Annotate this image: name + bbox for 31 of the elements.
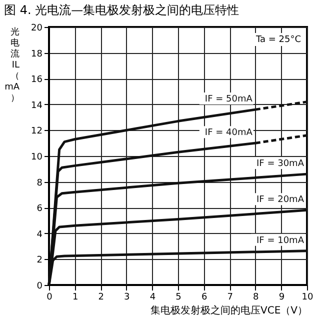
y-tick-label: 14 xyxy=(31,100,43,111)
x-tick-label: 10 xyxy=(302,292,314,302)
y-tick-label: 10 xyxy=(31,152,43,162)
y-tick-label: 6 xyxy=(36,204,43,214)
series-label: IF = 40mA xyxy=(204,128,254,138)
chart-title: 图 4. 光电流—集电极发射极之间的电压特性 xyxy=(4,3,240,17)
x-tick-label: 9 xyxy=(278,292,285,302)
x-tick-label: 8 xyxy=(253,292,260,302)
y-tick-label: 18 xyxy=(31,49,43,60)
x-tick-label: 6 xyxy=(201,292,208,302)
y-tick-label: 4 xyxy=(36,230,43,240)
y-tick-label: 2 xyxy=(36,256,42,266)
series-label: IF = 20mA xyxy=(256,195,305,206)
series-label: IF = 50mA xyxy=(204,94,254,105)
x-tick-label: 5 xyxy=(176,292,182,302)
x-axis-title: 集电极发射极之间的电压VCE（V） xyxy=(150,304,308,316)
y-axis-title: 光电流IL（mA） xyxy=(4,26,20,104)
y-tick-label: 16 xyxy=(31,75,43,86)
x-tick-label: 0 xyxy=(46,292,53,302)
series-label: IF = 30mA xyxy=(256,159,305,170)
x-tick-label: 1 xyxy=(72,292,78,302)
x-tick-label: 7 xyxy=(227,292,233,302)
y-tick-label: 0 xyxy=(36,282,43,292)
x-tick-label: 2 xyxy=(98,292,104,302)
x-tick-label: 3 xyxy=(124,292,130,302)
y-tick-label: 8 xyxy=(36,178,43,188)
y-tick-label: 20 xyxy=(31,24,43,34)
annotation: Ta = 25°C xyxy=(254,35,301,45)
x-tick-label: 4 xyxy=(150,292,156,302)
y-tick-label: 12 xyxy=(31,126,42,137)
series-label: IF = 10mA xyxy=(256,236,305,246)
